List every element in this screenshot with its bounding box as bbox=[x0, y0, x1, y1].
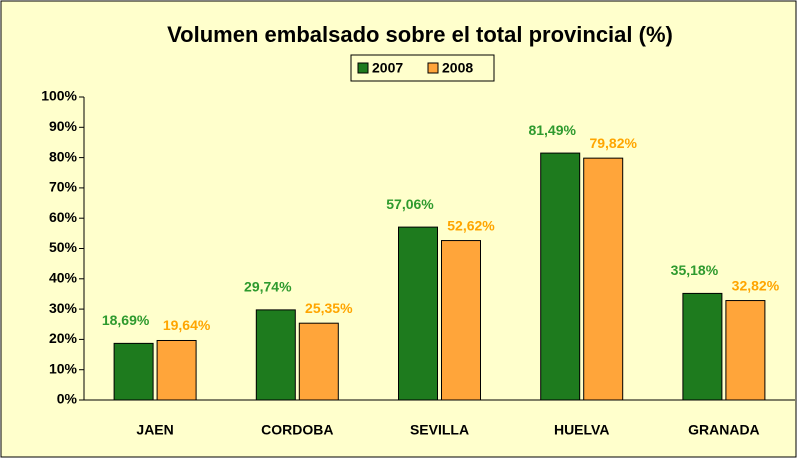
y-tick-label: 70% bbox=[49, 179, 78, 195]
x-tick-label: CORDOBA bbox=[261, 422, 333, 438]
bar bbox=[298, 322, 339, 401]
y-tick-label: 10% bbox=[49, 360, 78, 376]
value-label: 35,18% bbox=[671, 262, 719, 278]
bar bbox=[583, 157, 624, 401]
legend-label: 2007 bbox=[372, 60, 403, 76]
x-tick-label: JAEN bbox=[136, 422, 173, 438]
bar bbox=[725, 300, 766, 401]
bar bbox=[540, 152, 581, 401]
value-label: 19,64% bbox=[163, 317, 211, 333]
y-tick-label: 20% bbox=[49, 330, 78, 346]
x-tick-label: HUELVA bbox=[554, 422, 609, 438]
y-tick-label: 50% bbox=[49, 239, 78, 255]
value-label: 79,82% bbox=[589, 135, 637, 151]
bar bbox=[255, 309, 296, 401]
value-label: 25,35% bbox=[305, 300, 353, 316]
value-label: 18,69% bbox=[102, 312, 150, 328]
chart-title: Volumen embalsado sobre el total provinc… bbox=[167, 22, 673, 47]
value-label: 32,82% bbox=[732, 277, 780, 293]
y-tick-label: 0% bbox=[57, 391, 78, 407]
bar bbox=[156, 339, 197, 401]
bar bbox=[441, 240, 481, 401]
y-tick-label: 40% bbox=[49, 270, 78, 286]
bar bbox=[682, 292, 723, 401]
y-tick-label: 90% bbox=[49, 118, 78, 134]
bar bbox=[398, 226, 438, 401]
value-label: 57,06% bbox=[386, 196, 434, 212]
y-tick-label: 80% bbox=[49, 148, 78, 164]
y-tick-label: 30% bbox=[49, 300, 78, 316]
legend-swatch bbox=[357, 62, 369, 74]
bar bbox=[113, 342, 154, 401]
legend-box bbox=[350, 54, 495, 82]
legend-label: 2008 bbox=[442, 60, 473, 76]
legend-swatch bbox=[427, 62, 439, 74]
x-tick-label: SEVILLA bbox=[410, 422, 469, 438]
value-label: 29,74% bbox=[244, 279, 292, 295]
x-tick-label: GRANADA bbox=[688, 422, 760, 438]
value-label: 52,62% bbox=[447, 217, 495, 233]
value-label: 81,49% bbox=[528, 122, 576, 138]
y-tick-label: 100% bbox=[41, 88, 77, 104]
y-tick-label: 60% bbox=[49, 209, 78, 225]
